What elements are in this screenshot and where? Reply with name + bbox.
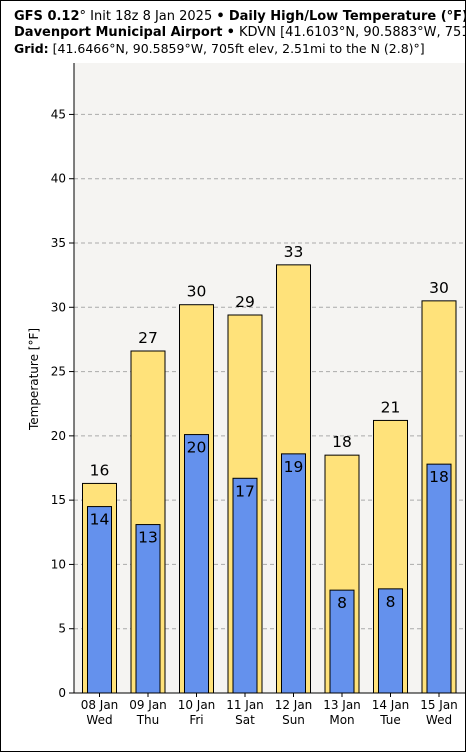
low-bar: [184, 434, 209, 694]
y-tick-label: 40: [51, 172, 66, 186]
high-value-label: 30: [187, 283, 207, 301]
x-date-label: 09 Jan: [129, 698, 167, 712]
y-tick-label: 45: [51, 107, 66, 121]
low-value-label: 14: [90, 511, 110, 529]
high-value-label: 27: [138, 329, 158, 347]
x-day-label: Mon: [329, 713, 354, 727]
y-tick-label: 20: [51, 429, 66, 443]
header-line-2: Davenport Municipal Airport • KDVN [41.6…: [14, 25, 465, 40]
x-day-label: Wed: [426, 713, 452, 727]
degree-mark: °: [79, 9, 87, 24]
y-tick-label: 10: [51, 557, 66, 571]
x-day-label: Fri: [189, 713, 203, 727]
grid-label: Grid:: [14, 41, 49, 56]
x-date-label: 13 Jan: [323, 698, 361, 712]
header-separator: •: [216, 9, 225, 24]
y-tick-label: 30: [51, 300, 66, 314]
low-bar: [281, 453, 306, 694]
y-tick-label: 0: [58, 686, 66, 700]
header-line-1: GFS 0.12° Init 18z 8 Jan 2025 • Daily Hi…: [14, 9, 466, 24]
grid-info: [41.6466°N, 90.5859°W, 705ft elev, 2.51m…: [52, 41, 425, 56]
low-bar: [135, 524, 161, 694]
low-value-label: 8: [337, 594, 347, 612]
low-value-label: 20: [187, 439, 207, 457]
low-bar: [426, 463, 452, 694]
low-bar: [329, 589, 355, 694]
y-tick-label: 15: [51, 493, 66, 507]
y-tick-label: 25: [51, 365, 66, 379]
x-day-label: Wed: [86, 713, 112, 727]
low-bar: [87, 506, 112, 694]
header-separator: •: [226, 25, 235, 40]
header-line-3: Grid: [41.6466°N, 90.5859°W, 705ft elev,…: [14, 41, 425, 56]
high-value-label: 16: [90, 461, 110, 479]
product-title: Daily High/Low Temperature (°F): [228, 9, 466, 24]
x-date-label: 08 Jan: [81, 698, 119, 712]
x-day-label: Sat: [235, 713, 255, 727]
low-bar: [232, 477, 258, 694]
low-value-label: 8: [386, 593, 396, 611]
x-date-label: 15 Jan: [420, 698, 458, 712]
x-date-label: 14 Jan: [372, 698, 410, 712]
low-value-label: 18: [429, 468, 449, 486]
x-date-label: 12 Jan: [275, 698, 313, 712]
station-name: Davenport Municipal Airport: [14, 25, 223, 40]
high-value-label: 29: [235, 293, 255, 311]
x-day-label: Thu: [136, 713, 160, 727]
x-day-label: Sun: [282, 713, 305, 727]
init-time: Init 18z 8 Jan 2025: [90, 9, 213, 24]
x-date-label: 10 Jan: [178, 698, 216, 712]
low-value-label: 19: [284, 458, 304, 476]
y-tick-label: 5: [58, 622, 66, 636]
low-value-label: 17: [235, 482, 255, 500]
high-value-label: 18: [332, 433, 352, 451]
high-value-label: 33: [284, 243, 304, 261]
y-tick-label: 35: [51, 236, 66, 250]
high-value-label: 21: [381, 398, 401, 416]
x-day-label: Tue: [379, 713, 401, 727]
high-value-label: 30: [429, 279, 449, 297]
station-info: KDVN [41.6103°N, 90.5883°W, 751ft elev]: [239, 25, 465, 40]
x-date-label: 11 Jan: [226, 698, 264, 712]
model-name: GFS 0.12: [14, 9, 80, 24]
low-value-label: 13: [138, 529, 158, 547]
y-axis-label: Temperature [°F]: [27, 328, 41, 431]
low-bar: [378, 588, 403, 694]
